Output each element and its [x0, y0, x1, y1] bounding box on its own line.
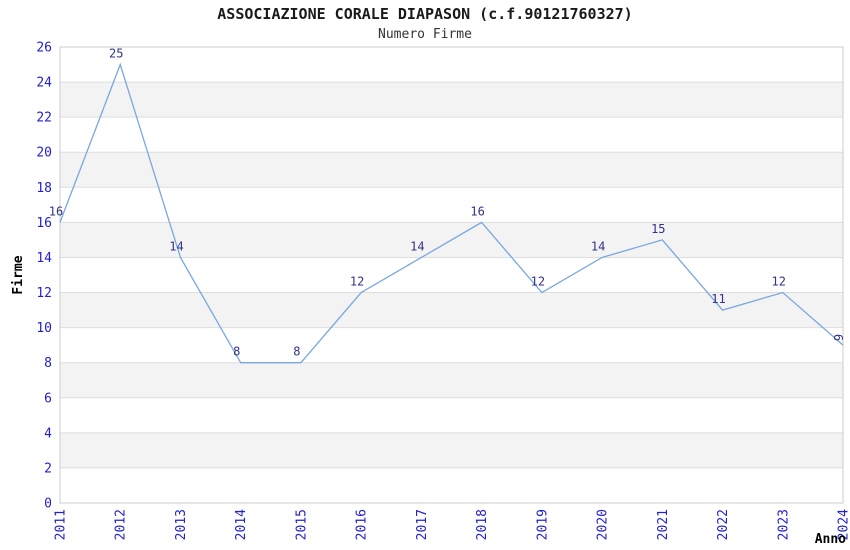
data-label: 15	[651, 222, 665, 236]
series-line	[59, 62, 844, 364]
data-label: 11	[711, 292, 725, 306]
y-axis-title: Firme	[11, 255, 26, 294]
data-label: 16	[470, 204, 484, 218]
x-tick-label: 2011	[54, 509, 69, 540]
x-tick-label: 2016	[355, 509, 370, 540]
y-tick-label: 2	[44, 461, 52, 476]
y-tick-label: 22	[36, 111, 52, 126]
x-tick-label: 2021	[656, 509, 671, 540]
x-tick-label: 2015	[294, 509, 309, 540]
data-label: 14	[410, 239, 424, 253]
band	[60, 362, 843, 398]
x-tick-label: 2020	[596, 509, 611, 540]
data-label: 12	[350, 275, 364, 289]
y-tick-label: 26	[36, 41, 52, 56]
x-tick-label: 2013	[174, 509, 189, 540]
x-tick-label: 2017	[415, 509, 430, 540]
y-tick-label: 4	[44, 426, 52, 441]
x-tick-label: 2012	[114, 509, 129, 540]
x-tick-label: 2019	[535, 509, 550, 540]
data-label: 9	[832, 334, 846, 341]
y-tick-label: 14	[36, 251, 52, 266]
band	[60, 82, 843, 118]
data-label: 14	[591, 239, 605, 253]
chart-title: ASSOCIAZIONE CORALE DIAPASON (c.f.901217…	[217, 5, 633, 23]
data-label: 14	[169, 239, 183, 253]
y-tick-label: 12	[36, 286, 52, 301]
data-label: 16	[49, 204, 63, 218]
y-tick-label: 0	[44, 497, 52, 512]
x-tick-label: 2024	[837, 509, 850, 540]
x-tick-label: 2023	[776, 509, 791, 540]
band	[60, 432, 843, 468]
chart-subtitle: Numero Firme	[378, 27, 472, 42]
data-label: 8	[293, 345, 300, 359]
data-label: 8	[233, 345, 240, 359]
data-label: 12	[531, 275, 545, 289]
x-tick-label: 2018	[475, 509, 490, 540]
y-tick-label: 20	[36, 146, 52, 161]
y-tick-label: 8	[44, 356, 52, 371]
band	[60, 152, 843, 188]
y-tick-label: 6	[44, 391, 52, 406]
y-tick-label: 10	[36, 321, 52, 336]
plot-border	[59, 46, 844, 504]
y-tick-label: 16	[36, 216, 52, 231]
x-tick-label: 2022	[716, 509, 731, 540]
y-tick-label: 24	[36, 76, 52, 91]
data-label: 25	[109, 47, 123, 61]
x-axis-title: Anno	[815, 532, 846, 547]
x-tick-label: 2014	[234, 509, 249, 540]
y-tick-label: 18	[36, 181, 52, 196]
data-label: 12	[772, 275, 786, 289]
